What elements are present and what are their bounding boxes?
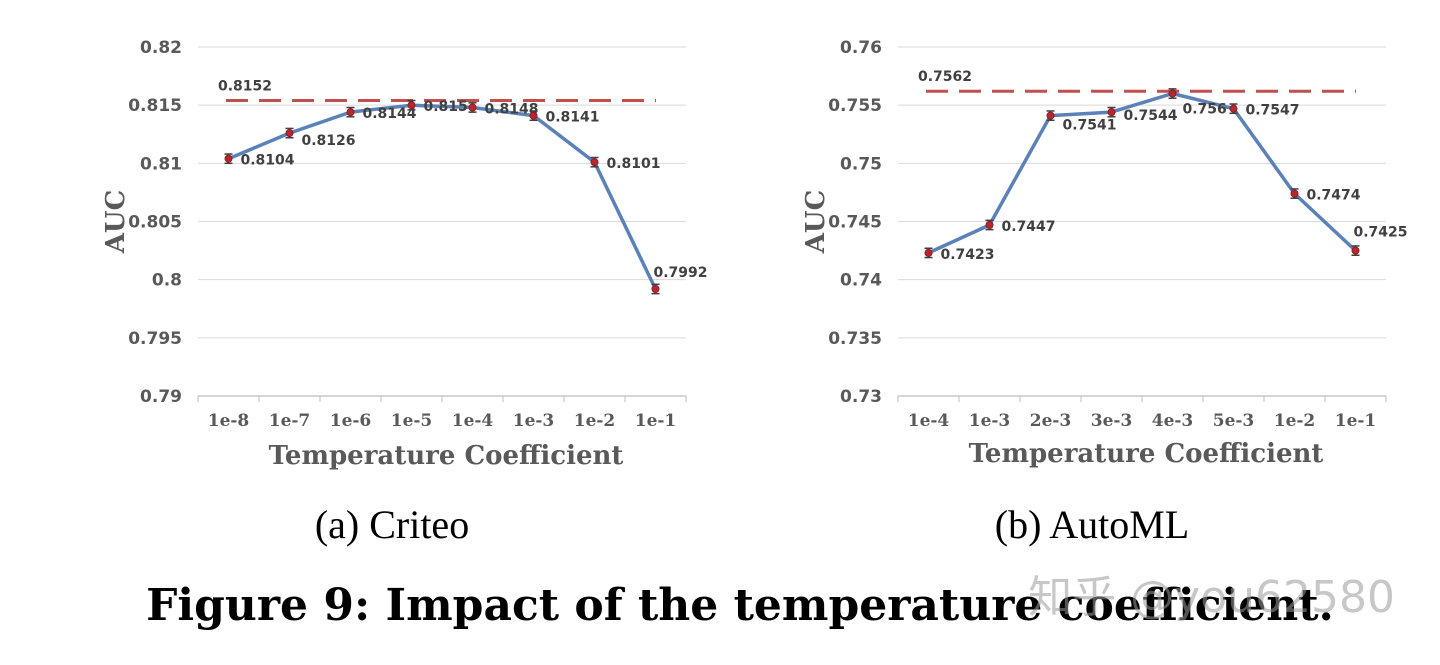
data-label: 0.7544 bbox=[1124, 108, 1178, 124]
x-tick-label: 1e-4 bbox=[908, 411, 950, 431]
data-label: 0.7425 bbox=[1354, 225, 1408, 241]
figure-caption: Figure 9: Impact of the temperature coef… bbox=[146, 580, 1334, 631]
x-tick-label: 1e-4 bbox=[452, 411, 494, 431]
series-line bbox=[927, 91, 1357, 255]
data-label: 0.7423 bbox=[941, 247, 995, 263]
data-label: 0.8141 bbox=[546, 110, 600, 126]
series-line bbox=[227, 103, 658, 290]
data-point bbox=[1290, 189, 1299, 198]
y-tick-label: 0.815 bbox=[128, 96, 182, 116]
y-tick-label: 0.82 bbox=[140, 38, 182, 58]
y-tick-label: 0.76 bbox=[840, 38, 882, 58]
x-tick-label: 1e-1 bbox=[1335, 411, 1377, 431]
y-tick-label: 0.79 bbox=[140, 387, 182, 407]
baseline-label: 0.8152 bbox=[218, 79, 272, 95]
data-label: 0.756 bbox=[1183, 102, 1227, 118]
data-label: 0.7474 bbox=[1307, 188, 1361, 204]
data-point bbox=[924, 248, 933, 257]
data-label: 0.7541 bbox=[1063, 118, 1117, 134]
data-point bbox=[1107, 108, 1116, 117]
data-label: 0.7547 bbox=[1246, 103, 1300, 119]
x-axis-label: Temperature Coefficient bbox=[269, 441, 624, 471]
data-point bbox=[590, 158, 599, 167]
y-tick-label: 0.75 bbox=[840, 154, 882, 174]
subcaption-automl: (b) AutoML bbox=[995, 502, 1189, 547]
x-tick-label: 4e-3 bbox=[1152, 411, 1194, 431]
data-point bbox=[407, 101, 416, 110]
x-tick-label: 1e-7 bbox=[269, 411, 311, 431]
data-point bbox=[346, 108, 355, 117]
x-tick-label: 1e-1 bbox=[635, 411, 677, 431]
baseline-label: 0.7562 bbox=[918, 69, 972, 85]
data-label: 0.8144 bbox=[363, 106, 417, 122]
y-tick-label: 0.735 bbox=[828, 329, 882, 349]
y-tick-label: 0.74 bbox=[840, 271, 882, 291]
y-axis-label: AUC bbox=[101, 190, 131, 255]
data-point bbox=[468, 103, 477, 112]
x-tick-label: 1e-5 bbox=[391, 411, 433, 431]
data-label: 0.8104 bbox=[241, 153, 295, 169]
data-point bbox=[985, 220, 994, 229]
x-axis-label: Temperature Coefficient bbox=[969, 439, 1324, 469]
y-axis-label: AUC bbox=[801, 190, 831, 255]
data-label: 0.8101 bbox=[607, 156, 661, 172]
y-tick-label: 0.745 bbox=[828, 213, 882, 233]
x-tick-label: 1e-2 bbox=[574, 411, 616, 431]
data-point bbox=[1229, 104, 1238, 113]
data-point bbox=[224, 154, 233, 163]
chart-criteo: 0.79 0.795 0.8 0.805 0.81 0.815 0.82 1e-8 1e-7 1e… bbox=[101, 38, 708, 471]
y-tick-label: 0.795 bbox=[128, 329, 182, 349]
x-tick-label: 1e-3 bbox=[969, 411, 1011, 431]
y-tick-label: 0.805 bbox=[128, 213, 182, 233]
x-tick-label: 1e-3 bbox=[513, 411, 555, 431]
x-tick-label: 1e-2 bbox=[1274, 411, 1316, 431]
data-point bbox=[1168, 89, 1177, 98]
data-point bbox=[651, 284, 660, 293]
y-tick-label: 0.81 bbox=[140, 154, 182, 174]
x-tick-label: 2e-3 bbox=[1030, 411, 1072, 431]
data-label: 0.815 bbox=[424, 99, 468, 115]
x-tick-label: 1e-6 bbox=[330, 411, 372, 431]
data-label: 0.7447 bbox=[1002, 219, 1056, 235]
data-label: 0.8148 bbox=[485, 101, 539, 117]
data-label: 0.8126 bbox=[302, 133, 356, 149]
data-point bbox=[1351, 246, 1360, 255]
x-tick-label: 3e-3 bbox=[1091, 411, 1133, 431]
y-tick-label: 0.8 bbox=[152, 271, 182, 291]
data-point bbox=[529, 111, 538, 120]
data-point bbox=[285, 129, 294, 138]
x-tick-label: 5e-3 bbox=[1213, 411, 1255, 431]
y-tick-label: 0.755 bbox=[828, 96, 882, 116]
x-tick-label: 1e-8 bbox=[208, 411, 250, 431]
chart-automl: 0.73 0.735 0.74 0.745 0.75 0.755 0.76 1e-4 1e-3 2… bbox=[801, 38, 1408, 469]
data-point bbox=[1046, 111, 1055, 120]
data-label: 0.7992 bbox=[654, 265, 708, 281]
watermark: 知乎 @you62580 bbox=[1028, 572, 1395, 623]
y-tick-label: 0.73 bbox=[840, 387, 882, 407]
subcaption-criteo: (a) Criteo bbox=[315, 502, 469, 547]
